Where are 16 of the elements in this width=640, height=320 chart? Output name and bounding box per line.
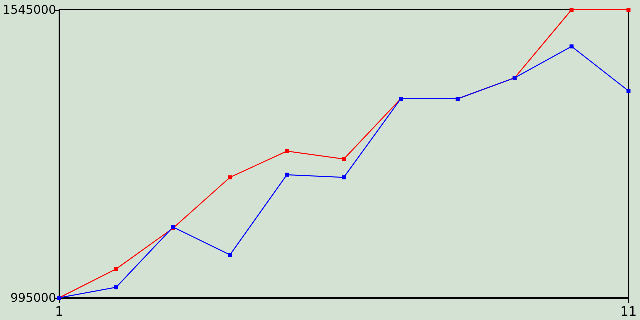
point (570, 8, 574, 12)
point (570, 44, 574, 49)
point (342, 157, 346, 162)
point (114, 286, 118, 290)
x-tick-label: 1 (55, 305, 64, 320)
point (626, 89, 631, 94)
y-tick-label: 1545000 (2, 3, 56, 17)
point (228, 253, 232, 258)
point (285, 172, 290, 177)
point (626, 8, 631, 12)
y-tick-label: 995000 (10, 291, 56, 305)
point (114, 267, 118, 272)
point (285, 149, 290, 154)
point (228, 176, 232, 180)
point (342, 176, 346, 180)
x-tick-label: 11 (620, 305, 637, 320)
